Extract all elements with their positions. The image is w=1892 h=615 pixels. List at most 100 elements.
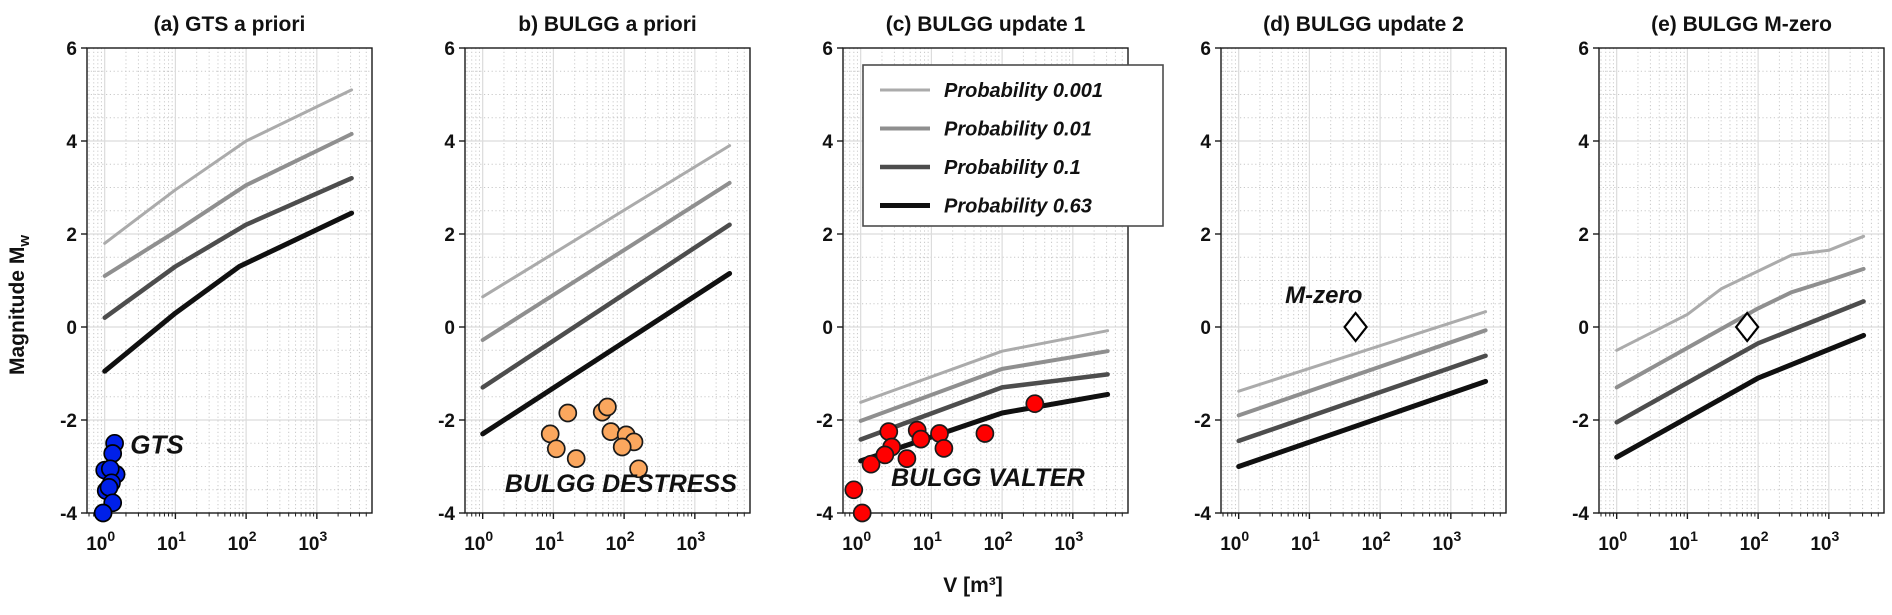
annotation-gts: GTS [130,430,184,460]
y-tick-label: -4 [438,504,455,525]
axes-box [464,47,751,514]
y-tick-label: 2 [444,225,455,246]
y-tick-label: -4 [1194,504,1211,525]
probability-curve-3 [1614,332,1867,460]
scatter-bulgg-destress [540,397,648,479]
grid-minor [843,48,1128,513]
y-tick-label: 0 [1578,318,1589,339]
y-tick-label: 2 [1200,225,1211,246]
y-tick-label: -4 [1572,504,1589,525]
y-tick-label: 0 [444,318,455,339]
axes-box [1220,47,1507,514]
y-tick-label: 0 [66,318,77,339]
probability-curve-3 [480,271,733,437]
legend-entry-label: Probability 0.1 [944,157,1081,179]
data-point [852,503,872,523]
data-point [975,424,995,443]
scatter-bulgg-valter [844,394,1045,523]
y-tick-label: 6 [1200,39,1211,60]
data-point [546,439,566,459]
probability-curve-1 [1236,328,1488,418]
probability-curve-1 [1614,266,1866,390]
tick-marks [1215,47,1501,519]
tick-marks [459,47,745,519]
x-axis-label: V [m³] [943,574,1003,597]
y-tick-label: 4 [66,132,77,153]
data-point [558,403,578,423]
y-tick-label: -2 [438,411,455,432]
y-tick-label: -2 [816,411,833,432]
y-tick-label: -2 [1194,411,1211,432]
m-zero-diamond-marker [1343,311,1368,343]
y-tick-label: 4 [822,132,833,153]
grid-minor [1599,48,1884,513]
y-tick-label: 4 [444,132,455,153]
annotation-bulgg-destress: BULGG DESTRESS [505,470,737,498]
probability-curve-2 [480,222,732,390]
data-point [629,459,648,479]
probability-curve-0 [859,329,1110,404]
y-tick-label: 6 [1578,39,1589,60]
panel-title-a: (a) GTS a priori [154,13,306,36]
y-tick-label: -2 [1572,411,1589,432]
probability-curve-0 [1237,310,1488,393]
data-point [844,480,864,500]
data-point [612,437,632,457]
annotation-bulgg-valter: BULGG VALTER [891,464,1085,492]
y-tick-label: 2 [1578,225,1589,246]
legend: Probability 0.001 Probability 0.01 Probabi… [862,64,1164,227]
data-point [934,439,954,458]
tick-marks [1593,47,1879,519]
panel-title-c: (c) BULGG update 1 [886,13,1086,36]
probability-curve-2 [858,372,1110,442]
data-point [1025,394,1045,414]
probability-curve-1 [102,132,354,278]
probability-curve-0 [103,88,354,245]
data-point [93,503,113,523]
axes-box [86,47,373,514]
data-point [911,429,931,449]
y-axis-label: Magnitude Mw [6,235,33,375]
y-tick-label: 6 [444,39,455,60]
legend-entry-label: Probability 0.01 [944,119,1092,141]
legend-box [862,64,1164,227]
y-tick-label: 6 [822,39,833,60]
data-point [601,422,621,441]
y-tick-label: 6 [66,39,77,60]
probability-curve-2 [1236,353,1488,444]
grid-minor [1221,48,1506,513]
axes-box [842,47,1129,514]
y-tick-label: 4 [1200,132,1211,153]
probability-curve-0 [1615,234,1866,352]
panel-title-d: (d) BULGG update 2 [1263,13,1464,36]
data-point [103,444,123,463]
y-tick-label: 0 [822,318,833,339]
legend-entry-label: Probability 0.001 [944,80,1103,102]
y-tick-label: 4 [1578,132,1589,153]
probability-curve-3 [1236,378,1489,469]
probability-curve-0 [481,144,732,299]
grid-minor [465,48,750,513]
data-point [861,454,881,474]
y-tick-label: -4 [60,504,77,525]
y-tick-label: 2 [822,225,833,246]
legend-entry-label: Probability 0.63 [944,196,1092,218]
probability-curve-1 [858,349,1110,423]
y-tick-label: -2 [60,411,77,432]
data-point [99,478,119,497]
probability-curve-2 [102,175,354,320]
probability-curve-3 [102,210,355,374]
probability-curve-3 [858,391,1111,464]
scatter-gts [93,433,126,523]
y-tick-label: 0 [1200,318,1211,339]
y-tick-label: 2 [66,225,77,246]
panel-title-b: b) BULGG a priori [518,13,697,36]
grid-major [1221,48,1506,513]
data-point [897,449,917,468]
m-zero-diamond-marker [1734,311,1760,343]
